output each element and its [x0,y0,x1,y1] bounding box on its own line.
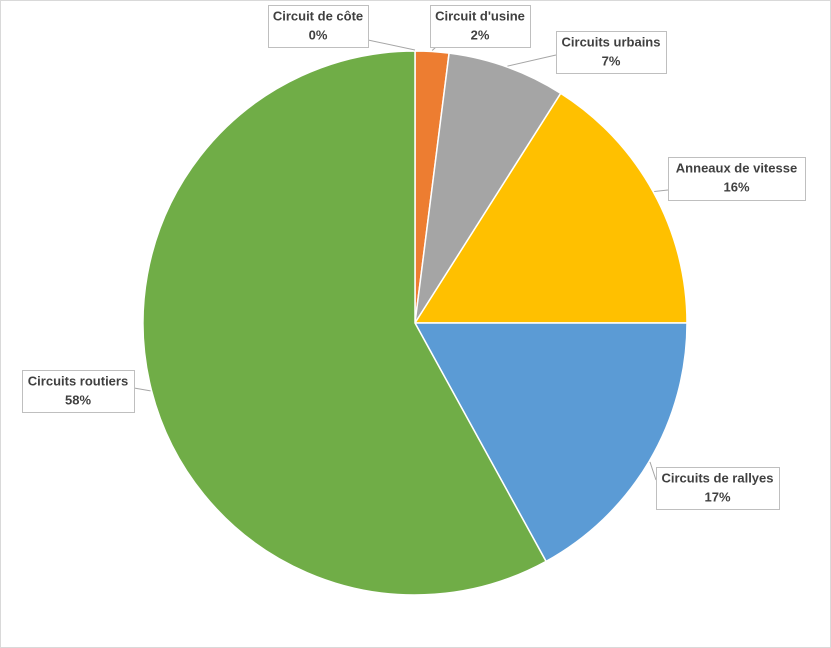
value-label: 0% [309,27,328,42]
value-label: 7% [602,53,621,68]
leader-line [133,387,151,392]
pie-slice [413,92,688,324]
value-label: 17% [704,489,730,504]
label-box [668,157,806,201]
label-box [22,370,135,413]
value-label: 58% [65,392,91,407]
pie-slice [413,322,688,563]
label-box [430,5,531,48]
leader-line [649,461,657,481]
label-box [656,467,780,510]
leader-line [654,189,669,192]
category-label: Circuits de rallyes [662,470,774,485]
label-box [556,31,667,74]
category-label: Circuits routiers [28,373,128,388]
value-label: 2% [471,27,490,42]
value-label: 16% [723,179,749,194]
category-label: Circuit d'usine [435,8,525,23]
leader-line [507,54,557,67]
pie-slice [414,52,562,324]
pie [142,50,688,596]
pie-slice [142,50,548,596]
category-label: Circuits urbains [562,34,661,49]
label-box [268,5,369,48]
category-label: Circuit de côte [273,8,363,23]
data-labels: Circuit de côte 0% Circuit d'usine 2% Circui… [22,5,806,510]
category-label: Anneaux de vitesse [676,160,797,175]
leader-line [367,39,416,51]
